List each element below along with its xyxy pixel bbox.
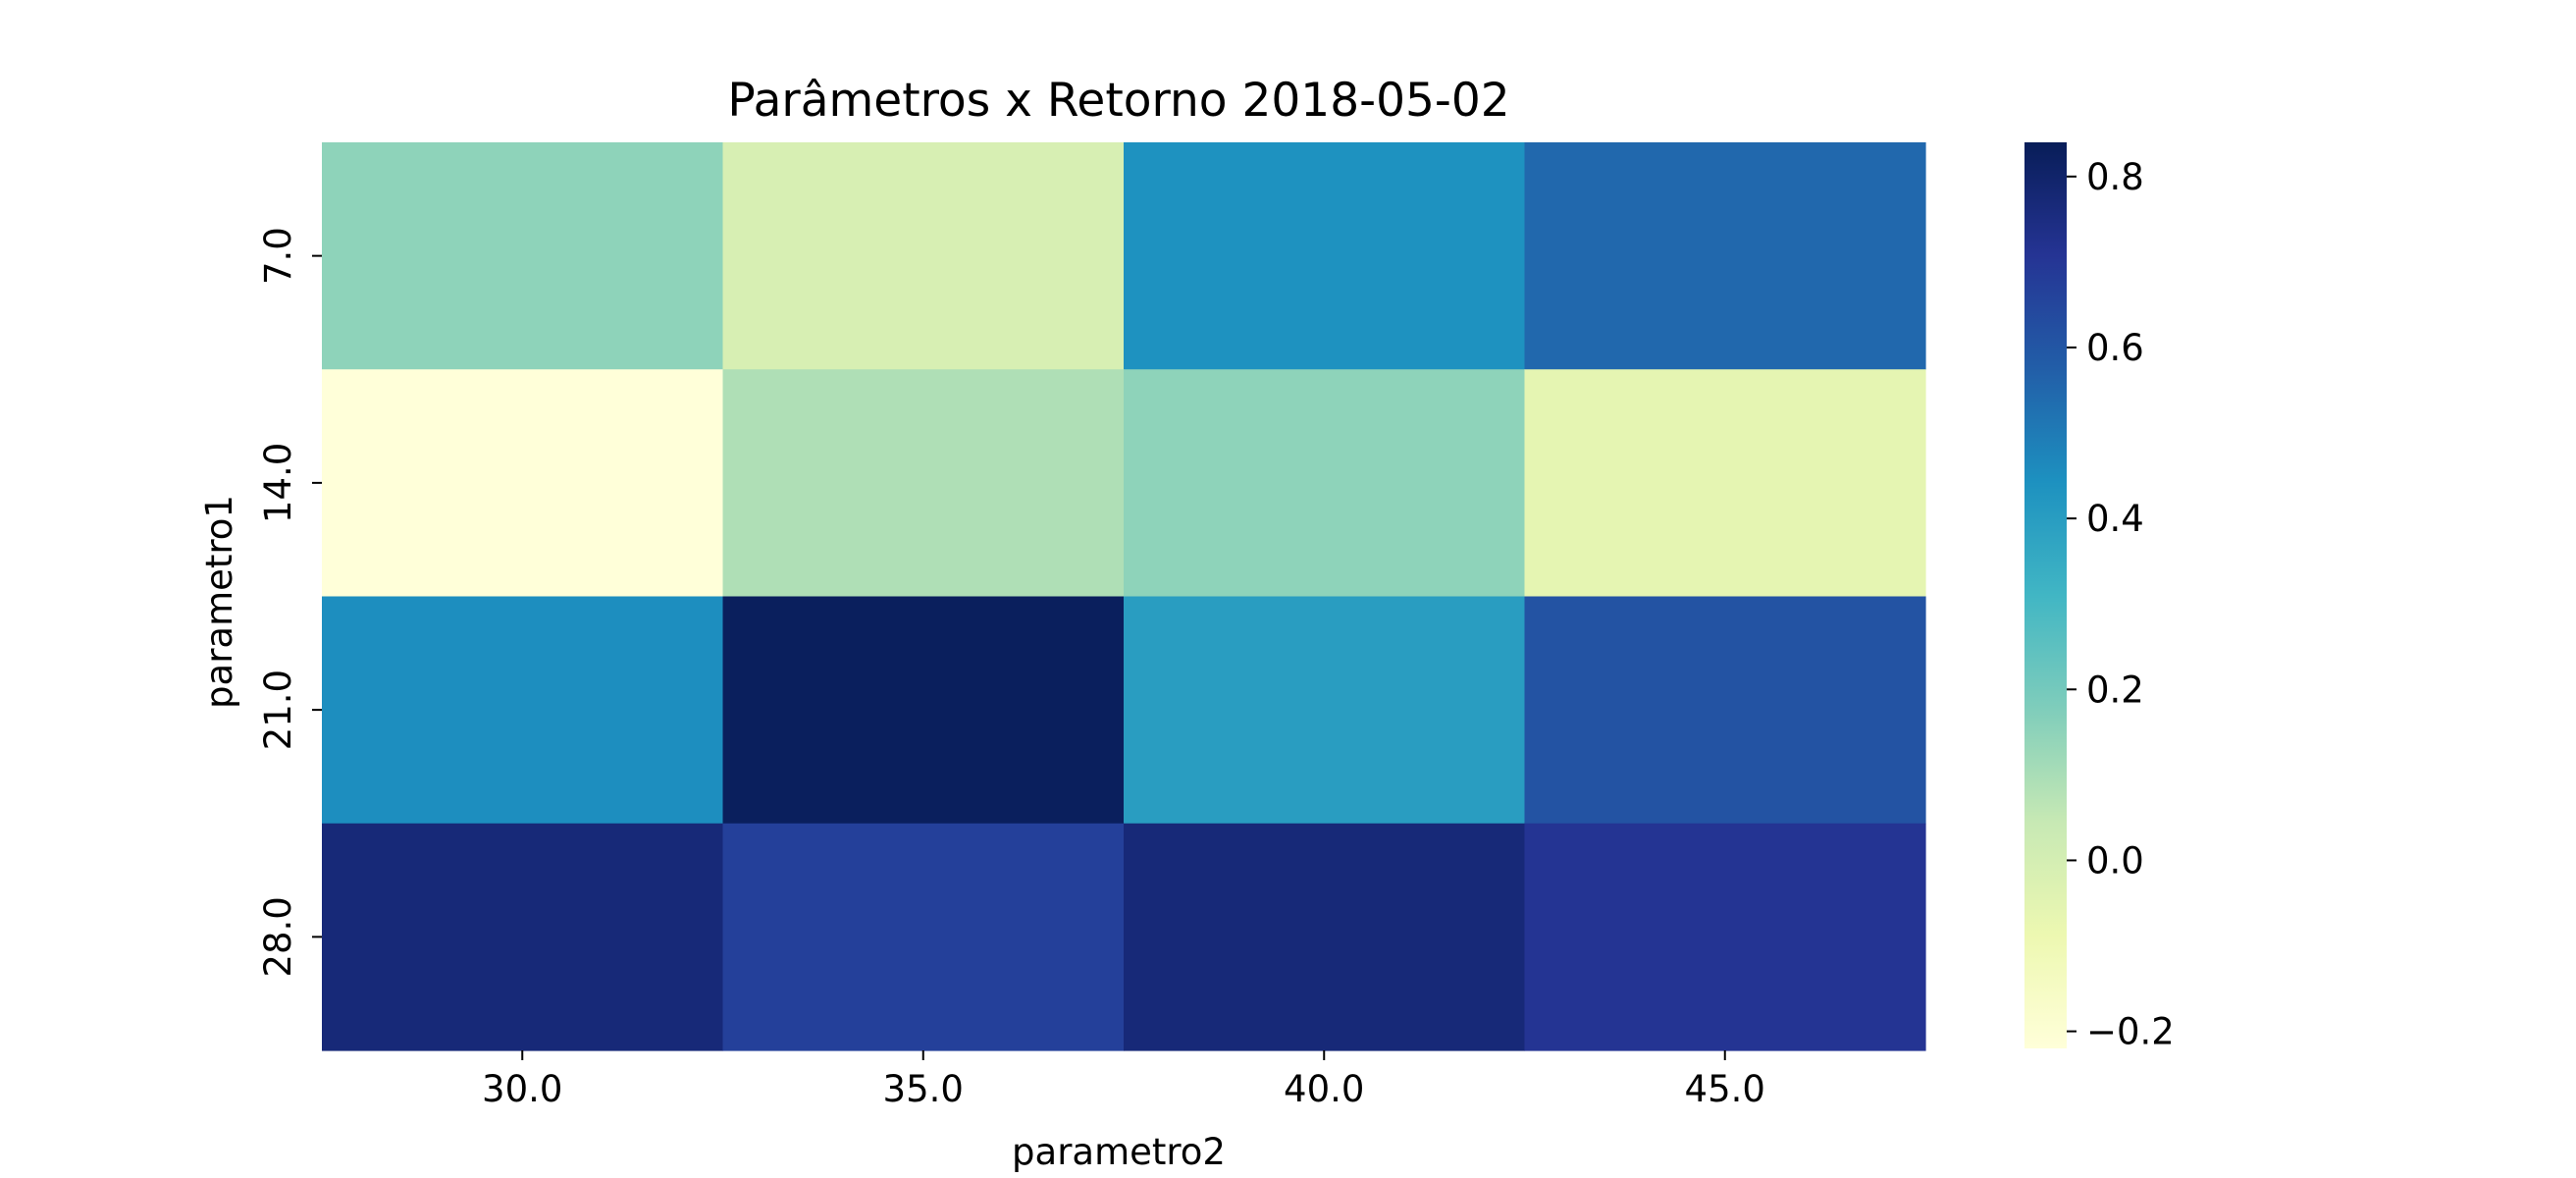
- heatmap-cell-r1-c3: [1524, 369, 1926, 598]
- y-axis-label: parametro1: [198, 495, 240, 709]
- colorbar-ticks: −0.2 0.0 0.2 0.4 0.6 0.8: [2067, 156, 2175, 1053]
- heatmap-cell-r3-c0: [322, 823, 724, 1051]
- x-axis-ticks: 30.0 35.0 40.0 45.0: [482, 1050, 1765, 1110]
- heatmap-cell-r1-c0: [322, 369, 724, 598]
- y-tick-label: 21.0: [257, 669, 299, 750]
- heatmap-cell-r3-c1: [722, 823, 1125, 1051]
- colorbar-tick-label: 0.2: [2086, 669, 2144, 711]
- heatmap-cell-r0-c2: [1124, 142, 1526, 370]
- chart-title: Parâmetros x Retorno 2018-05-02: [727, 74, 1509, 128]
- y-tick-label: 7.0: [257, 227, 299, 285]
- y-axis-ticks: 7.0 14.0 21.0 28.0: [257, 227, 322, 978]
- colorbar-tick-label: 0.6: [2086, 327, 2144, 369]
- y-tick-label: 14.0: [257, 443, 299, 523]
- colorbar-tick-label: 0.0: [2086, 839, 2144, 882]
- heatmap-cell-r2-c2: [1124, 596, 1526, 825]
- colorbar-tick-label: −0.2: [2086, 1011, 2175, 1053]
- heatmap-cell-r0-c0: [322, 142, 724, 370]
- heatmap-cell-r3-c2: [1124, 823, 1526, 1051]
- colorbar: [2024, 142, 2067, 1048]
- heatmap-cell-r2-c3: [1524, 596, 1926, 825]
- x-axis-label: parametro2: [1012, 1131, 1226, 1173]
- colorbar-tick-label: 0.8: [2086, 156, 2144, 198]
- heatmap-cells: [322, 142, 1926, 1051]
- x-tick-label: 40.0: [1284, 1068, 1364, 1110]
- x-tick-label: 30.0: [482, 1068, 562, 1110]
- x-tick-label: 35.0: [883, 1068, 964, 1110]
- colorbar-tick-label: 0.4: [2086, 498, 2144, 540]
- heatmap-cell-r1-c2: [1124, 369, 1526, 598]
- heatmap-cell-r0-c3: [1524, 142, 1926, 370]
- heatmap-cell-r2-c1: [722, 596, 1125, 825]
- heatmap-cell-r0-c1: [722, 142, 1125, 370]
- heatmap-cell-r2-c0: [322, 596, 724, 825]
- heatmap-cell-r1-c1: [722, 369, 1125, 598]
- x-tick-label: 45.0: [1685, 1068, 1765, 1110]
- y-tick-label: 28.0: [257, 896, 299, 977]
- heatmap-cell-r3-c3: [1524, 823, 1926, 1051]
